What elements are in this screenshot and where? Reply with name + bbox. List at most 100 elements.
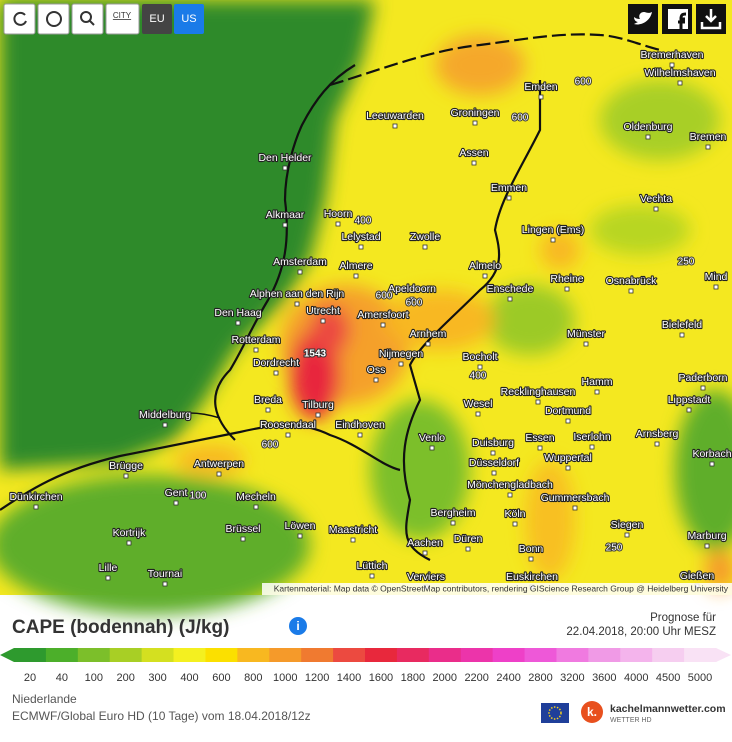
city-marker [297, 269, 303, 275]
legend: CAPE (bodennah) (J/kg) i Prognose für 22… [0, 612, 731, 684]
city-marker [565, 465, 571, 471]
city-label: Leeuwarden [366, 110, 424, 122]
city-marker [320, 318, 326, 324]
city-label: Mönchengladbach [467, 479, 553, 491]
eu-button[interactable] [142, 4, 172, 34]
city-marker [512, 521, 518, 527]
city-label: Brüssel [225, 523, 260, 535]
city-marker [398, 361, 404, 367]
city-label: Köln [504, 508, 525, 520]
us-button[interactable] [174, 4, 204, 34]
brand-name: kachelmannwetter.com [610, 703, 726, 715]
city-marker [253, 504, 259, 510]
colorbar-swatch [365, 648, 398, 662]
city-marker [294, 301, 300, 307]
city-label: Gent [165, 487, 188, 499]
city-marker [273, 370, 279, 376]
map[interactable]: Bremerhaven Wilhelmshaven Emden Leeuwarden G… [0, 0, 732, 615]
city-marker [677, 80, 683, 86]
city-label: Verviers [407, 571, 445, 583]
footer: Niederlande ECMWF/Global Euro HD (10 Tag… [12, 692, 726, 724]
colorbar-swatch [109, 648, 143, 662]
city-marker [240, 536, 246, 542]
city-marker [425, 341, 431, 347]
contour-label: 400 [355, 216, 372, 227]
colorbar-label: 2800 [528, 672, 552, 684]
city-marker [282, 165, 288, 171]
colorbar-left-arrow [0, 648, 14, 662]
city-marker [315, 412, 321, 418]
city-label: Almelo [469, 260, 501, 272]
refresh-button[interactable] [3, 3, 36, 35]
city-label: Breda [254, 394, 282, 406]
cape-field [0, 0, 732, 615]
city-label: Almere [339, 260, 372, 272]
city-label: Iserlohn [573, 431, 611, 443]
city-marker [282, 222, 288, 228]
city-label: Hamm [582, 376, 613, 388]
forecast-label: Prognose für [650, 612, 716, 624]
city-label: Mecheln [236, 491, 276, 503]
city-label: Emden [524, 81, 557, 93]
city-marker [490, 450, 496, 456]
city-label: Wilhelmshaven [644, 67, 715, 79]
city-label: Paderborn [678, 372, 727, 384]
colorbar-swatch [205, 648, 238, 662]
globe-button[interactable] [37, 3, 70, 35]
refresh-icon [13, 11, 27, 26]
city-label: Amersfoort [357, 309, 408, 321]
city-marker [33, 504, 39, 510]
city-label: Alphen aan den Rijn [250, 288, 345, 300]
contour-label: 1543 [304, 349, 327, 360]
brand-logo [581, 701, 603, 723]
city-label: Eindhoven [335, 419, 385, 431]
contour-label: 100 [190, 491, 207, 502]
colorbar-swatch [460, 648, 494, 662]
city-marker [162, 581, 168, 587]
city-marker [653, 206, 659, 212]
city-marker [491, 470, 497, 476]
colorbar-swatch [45, 648, 79, 662]
city-label: Marburg [687, 530, 726, 542]
forecast-time: 22.04.2018, 20:00 Uhr MESZ [566, 626, 716, 638]
city-label: Roosendaal [260, 419, 316, 431]
toolbar: CITY EU US [3, 3, 726, 35]
city-marker [477, 364, 483, 370]
city-marker [465, 546, 471, 552]
city-label: Dordrecht [253, 357, 299, 369]
city-label: Bielefeld [662, 319, 702, 331]
city-marker [422, 550, 428, 556]
colorbar-swatch [77, 648, 111, 662]
colorbar-swatch [588, 648, 621, 662]
colorbar-label: 2400 [496, 672, 520, 684]
info-button[interactable] [289, 617, 307, 635]
city-marker [686, 407, 692, 413]
city-label: Bergheim [431, 507, 476, 519]
city-marker [537, 445, 543, 451]
twitter-icon [634, 12, 652, 25]
colorbar-label: 40 [56, 672, 68, 684]
city-label: Assen [459, 147, 488, 159]
eu-button-label: EU [149, 13, 164, 25]
zoom-button[interactable] [71, 3, 104, 35]
city-button[interactable] [105, 3, 140, 35]
city-label: Lüttich [357, 560, 388, 572]
city-label: Groningen [450, 107, 499, 119]
city-marker [297, 533, 303, 539]
city-label: Gießen [680, 570, 715, 582]
city-marker [645, 134, 651, 140]
city-marker [358, 244, 364, 250]
contour-label: 600 [262, 440, 279, 451]
colorbar-label: 1000 [273, 672, 297, 684]
city-marker [123, 473, 129, 479]
city-label: Düsseldorf [469, 457, 519, 469]
city-label: Osnabrück [606, 275, 658, 287]
city-marker [624, 532, 630, 538]
city-marker [700, 385, 706, 391]
city-label: Tournai [148, 568, 182, 580]
city-label: Alkmaar [266, 209, 305, 221]
colorbar-swatch [237, 648, 270, 662]
city-label: Oldenburg [623, 121, 672, 133]
city-label: Euskirchen [506, 571, 558, 583]
